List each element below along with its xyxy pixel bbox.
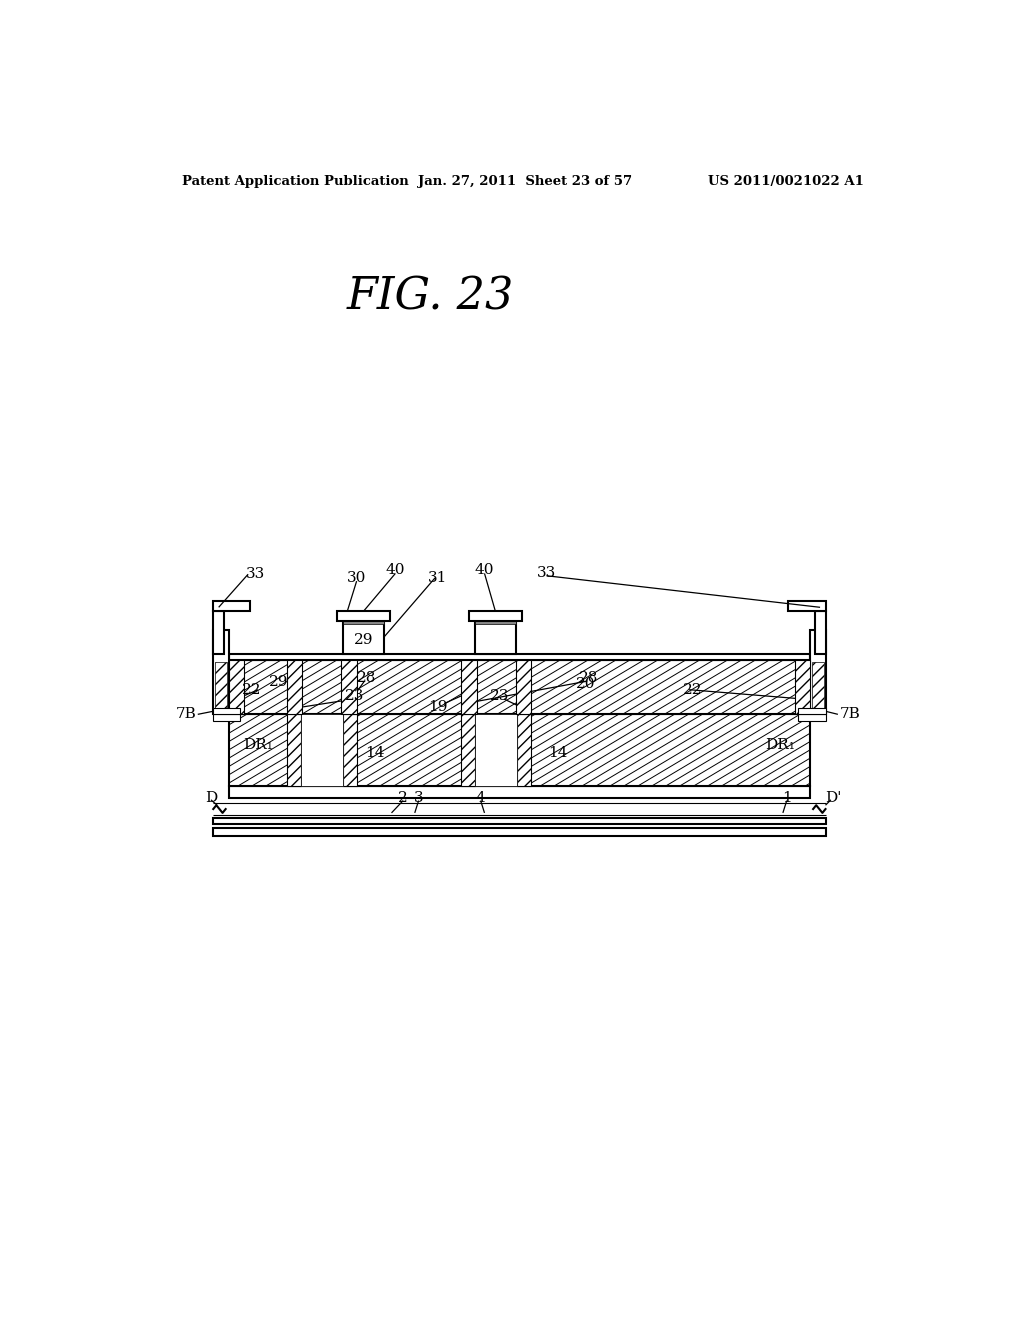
Text: 23: 23 — [490, 689, 510, 702]
Bar — [228, 714, 810, 785]
Text: 30: 30 — [347, 572, 367, 585]
Bar — [515, 660, 531, 714]
Text: 7B: 7B — [175, 708, 197, 721]
Text: 33: 33 — [537, 566, 556, 579]
Text: 1: 1 — [782, 791, 792, 804]
Bar — [287, 660, 302, 714]
Text: 28: 28 — [580, 671, 599, 685]
Text: 2: 2 — [398, 791, 408, 804]
Bar — [469, 611, 521, 622]
Text: 33: 33 — [246, 568, 265, 581]
Text: D': D' — [825, 791, 842, 804]
Text: 40: 40 — [475, 564, 495, 577]
Bar — [213, 818, 825, 825]
Bar — [461, 714, 475, 785]
Text: 28: 28 — [357, 671, 377, 685]
Bar — [213, 611, 224, 653]
Bar — [213, 709, 241, 714]
Bar — [337, 611, 390, 622]
Bar — [799, 709, 825, 714]
Text: 22: 22 — [243, 682, 262, 697]
Bar — [228, 653, 810, 660]
Bar — [343, 622, 384, 653]
Text: US 2011/0021022 A1: US 2011/0021022 A1 — [709, 176, 864, 187]
Text: 29: 29 — [354, 634, 374, 647]
Bar — [301, 714, 343, 785]
Bar — [812, 663, 824, 713]
Text: FIG. 23: FIG. 23 — [346, 276, 514, 318]
Text: DR₁: DR₁ — [243, 738, 272, 752]
Text: 20: 20 — [575, 677, 595, 690]
Bar — [461, 660, 477, 714]
Text: 14: 14 — [365, 746, 384, 760]
Text: 7B: 7B — [840, 708, 860, 721]
Bar — [228, 660, 810, 714]
Text: 14: 14 — [549, 746, 568, 760]
Bar — [815, 611, 825, 653]
Bar — [343, 714, 356, 785]
Bar — [788, 601, 825, 611]
Bar — [810, 631, 825, 714]
Text: 4: 4 — [476, 791, 485, 804]
Bar — [213, 601, 251, 611]
Text: D: D — [205, 791, 217, 804]
Text: 22: 22 — [682, 682, 701, 697]
Text: 40: 40 — [386, 564, 406, 577]
Bar — [213, 829, 825, 836]
Text: Jan. 27, 2011  Sheet 23 of 57: Jan. 27, 2011 Sheet 23 of 57 — [418, 176, 632, 187]
Bar — [799, 714, 825, 721]
Text: DR₁: DR₁ — [765, 738, 795, 752]
Bar — [475, 714, 517, 785]
Bar — [517, 714, 531, 785]
Bar — [343, 622, 384, 624]
Bar — [228, 785, 810, 797]
Text: 31: 31 — [428, 572, 447, 585]
Bar — [215, 663, 227, 713]
Bar — [341, 660, 356, 714]
Bar — [213, 631, 228, 714]
Bar — [475, 622, 515, 653]
Bar — [213, 714, 241, 721]
Bar — [795, 660, 810, 714]
Text: 19: 19 — [428, 700, 447, 714]
Text: Patent Application Publication: Patent Application Publication — [182, 176, 409, 187]
Text: 29: 29 — [269, 675, 289, 689]
Text: 3: 3 — [414, 791, 424, 804]
Bar — [287, 714, 301, 785]
Bar — [228, 660, 245, 714]
Text: 23: 23 — [345, 689, 364, 702]
Bar — [475, 622, 515, 624]
